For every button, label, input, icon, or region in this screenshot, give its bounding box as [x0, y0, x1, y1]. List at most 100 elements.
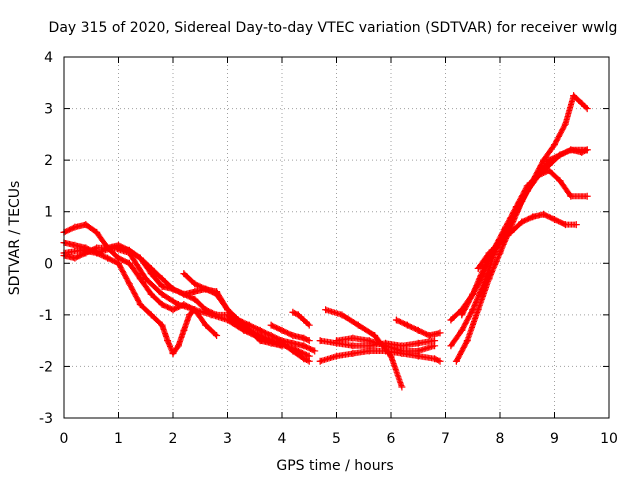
x-tick-label: 1 [114, 431, 123, 447]
data-point [578, 99, 586, 107]
plot-frame [63, 56, 610, 419]
data-point [392, 316, 400, 324]
data-point [300, 316, 308, 324]
data-point [567, 146, 575, 154]
series-trace-6 [180, 270, 286, 350]
data-point [185, 311, 193, 319]
data-point [71, 254, 79, 262]
axis-ticks: 0 1 2 3 4 5 6 7 8 9 10 -3 -2 -1 0 1 2 3 4 [39, 50, 618, 447]
data-point [93, 249, 101, 257]
data-point [540, 210, 548, 218]
series-trace-15 [447, 146, 591, 350]
data-point [387, 352, 395, 360]
data-point [529, 213, 537, 221]
data-point [398, 383, 406, 391]
series-trace-8 [289, 308, 313, 329]
data-point [289, 347, 297, 355]
x-tick-label: 4 [278, 431, 287, 447]
data-point [447, 342, 455, 350]
data-point [365, 347, 373, 355]
data-point [278, 326, 286, 334]
data-point [267, 321, 275, 329]
data-point [485, 275, 493, 283]
data-point [104, 254, 112, 262]
data-point [349, 334, 357, 342]
data-point [425, 331, 433, 339]
data-point [136, 254, 144, 262]
x-tick-label: 2 [169, 431, 178, 447]
data-point [82, 221, 90, 229]
data-point [333, 337, 340, 345]
data-point [365, 337, 373, 345]
series-trace-2 [60, 239, 199, 358]
data-point [294, 311, 302, 319]
x-tick-label: 9 [550, 431, 559, 447]
data-point [191, 295, 199, 303]
data-point [540, 156, 548, 164]
data-point [202, 285, 210, 293]
data-point [583, 105, 591, 113]
data-point [316, 357, 324, 365]
data-point [518, 218, 526, 226]
data-point [349, 350, 357, 358]
data-point [398, 347, 406, 355]
x-axis-label: GPS time / hours [276, 458, 393, 474]
data-point [267, 339, 275, 347]
data-point [485, 249, 493, 257]
data-point [578, 148, 586, 156]
data-point [333, 352, 340, 360]
data-point [202, 306, 210, 314]
data-point [496, 249, 504, 257]
data-point [583, 192, 591, 200]
data-point [338, 311, 346, 319]
data-point [158, 321, 166, 329]
x-tick-label: 7 [441, 431, 450, 447]
data-point [158, 275, 166, 283]
data-point [213, 331, 221, 339]
data-point [305, 321, 313, 329]
series-marks [447, 146, 589, 349]
data-point [158, 290, 166, 298]
y-tick-label: -1 [39, 308, 53, 324]
data-point [180, 270, 188, 278]
y-tick-label: -3 [39, 411, 53, 427]
y-tick-label: 2 [44, 153, 53, 169]
data-point [501, 223, 509, 231]
x-tick-label: 6 [387, 431, 396, 447]
data-point [147, 264, 155, 272]
data-point [76, 246, 84, 254]
data-point [147, 311, 155, 319]
chart-title: Day 315 of 2020, Sidereal Day-to-day VTE… [49, 20, 618, 36]
data-point [561, 221, 569, 229]
data-point [414, 347, 422, 355]
data-point [174, 342, 182, 350]
data-point [534, 172, 542, 180]
data-point [382, 342, 390, 350]
data-point [158, 282, 166, 290]
data-point [556, 177, 564, 185]
series-marks [393, 317, 442, 339]
data-point [224, 306, 231, 314]
data-point [458, 326, 466, 334]
data-point [158, 301, 166, 309]
data-point [213, 290, 221, 298]
data-point [169, 285, 177, 293]
x-tick-label: 10 [600, 431, 618, 447]
data-point [278, 342, 286, 350]
data-point [305, 337, 313, 345]
data-point [202, 321, 210, 329]
data-point [474, 264, 482, 272]
data-point [174, 301, 182, 309]
data-point [452, 357, 460, 365]
series-trace-7 [267, 321, 313, 345]
data-point [567, 192, 575, 200]
data-point [71, 241, 79, 249]
data-point [507, 228, 515, 236]
series-trace-1 [60, 221, 221, 339]
data-point [354, 321, 362, 329]
data-point [234, 316, 242, 324]
data-point [191, 280, 199, 288]
data-point [431, 355, 439, 363]
